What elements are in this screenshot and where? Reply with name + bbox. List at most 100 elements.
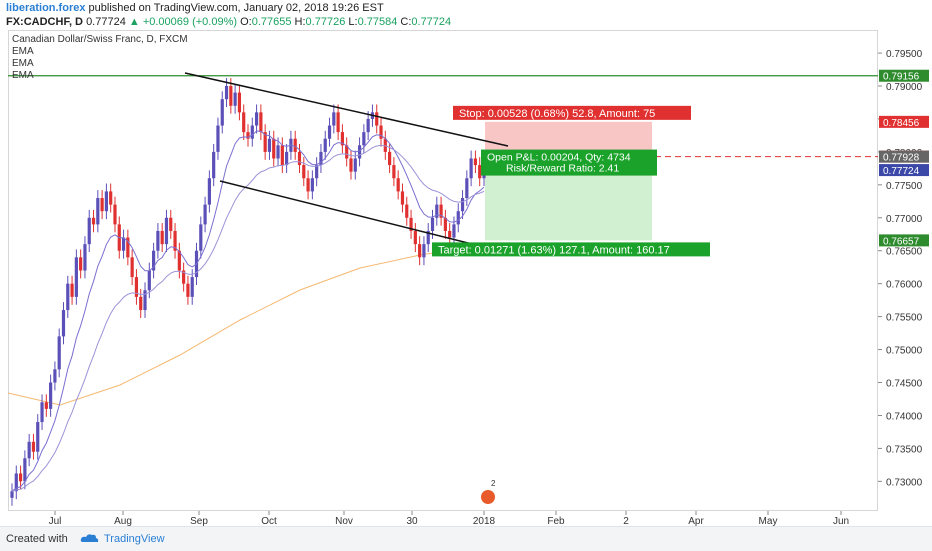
candle-body <box>49 382 53 409</box>
x-tick-label: Nov <box>335 516 353 526</box>
candle-body <box>327 125 332 139</box>
candle-body <box>134 277 139 297</box>
y-tick-label: 0.75500 <box>886 313 923 324</box>
price-label-box <box>879 115 929 128</box>
candle-body <box>139 296 143 311</box>
candle-body <box>426 230 430 245</box>
candle-body <box>469 158 473 179</box>
price-label-text: 0.79156 <box>883 72 920 83</box>
legend-title: Canadian Dollar/Swiss Franc, D, FXCM <box>12 34 188 45</box>
candle-body <box>388 151 392 166</box>
candle-body <box>121 237 126 251</box>
candle-body <box>400 191 405 205</box>
candle-body <box>443 217 447 231</box>
risk-reward-text: Risk/Reward Ratio: 2.41 <box>506 163 619 175</box>
y-tick-label: 0.76000 <box>886 280 923 291</box>
candle-body <box>66 283 70 311</box>
candle-body <box>375 112 379 126</box>
channel-upper-line <box>184 72 509 147</box>
price-label-box <box>879 234 929 247</box>
candle-body <box>297 151 302 166</box>
candle-body <box>302 165 306 179</box>
candle-body <box>100 198 104 212</box>
stop-label-box <box>453 105 691 120</box>
candle-body <box>169 217 173 231</box>
author-link[interactable]: liberation.forex <box>6 2 86 14</box>
candle-body <box>173 230 177 251</box>
symbol-label: FX:CADCHF, D <box>6 16 83 28</box>
candle-body <box>160 230 164 245</box>
candle-body <box>36 422 40 452</box>
candle-body <box>478 165 482 179</box>
candle-body <box>177 250 181 271</box>
price-chart[interactable]: 0.795000.790000.785000.780000.775000.770… <box>0 0 932 526</box>
logo-icon <box>481 490 495 504</box>
chart-area[interactable] <box>8 30 878 511</box>
ema-fast-line <box>11 130 485 492</box>
x-tick-label: Jun <box>833 516 849 526</box>
price-label-text: 0.77724 <box>883 166 920 177</box>
x-tick-label: 2 <box>623 516 629 526</box>
legend-ema-3: EMA <box>12 70 34 81</box>
candle-body <box>357 145 362 159</box>
candle-body <box>79 257 83 271</box>
close-value: 0.77724 <box>411 16 452 28</box>
candle-body <box>212 151 216 179</box>
candle-body <box>254 112 259 126</box>
candle-body <box>87 217 91 245</box>
y-tick-label: 0.77000 <box>886 214 923 225</box>
candle-body <box>336 112 340 133</box>
channel-lower-line <box>219 180 481 247</box>
pnl-label-box <box>481 149 657 176</box>
open-label: O: <box>240 16 252 28</box>
candle-body <box>345 145 349 159</box>
candle-body <box>310 178 314 192</box>
candle-body <box>70 283 74 297</box>
candle-body <box>465 178 469 199</box>
candle-body <box>199 224 203 251</box>
candle-body <box>293 138 297 152</box>
candle-body <box>190 277 194 297</box>
candle-body <box>113 204 117 225</box>
high-value: 0.77726 <box>305 16 346 28</box>
x-tick-label: Apr <box>688 516 704 526</box>
candle-body <box>315 165 319 179</box>
candle-body <box>207 178 211 205</box>
price-label-box <box>879 164 929 177</box>
low-value: 0.77584 <box>357 16 398 28</box>
candle-body <box>104 191 108 212</box>
candle-body <box>91 217 96 225</box>
candle-body <box>285 151 289 166</box>
candle-body <box>14 473 18 492</box>
candle-body <box>409 217 413 231</box>
x-tick-label: Feb <box>547 516 565 526</box>
x-tick-label: May <box>759 516 778 526</box>
candle-body <box>396 178 400 192</box>
price-label-text: 0.76657 <box>883 236 920 247</box>
candle-body <box>61 310 66 337</box>
candle-body <box>366 118 370 133</box>
candle-body <box>267 138 272 152</box>
x-tick-label: Aug <box>114 516 132 526</box>
candle-body <box>413 230 417 245</box>
candle-body <box>473 158 478 166</box>
open-value: 0.77655 <box>251 16 292 28</box>
y-tick-label: 0.74000 <box>886 411 923 422</box>
candle-body <box>349 158 353 172</box>
candle-body <box>276 145 280 159</box>
candle-body <box>224 86 229 100</box>
chart-header: liberation.forex published on TradingVie… <box>0 0 932 30</box>
candle-body <box>323 138 327 152</box>
candle-body <box>456 211 460 225</box>
legend-ema-1: EMA <box>12 46 34 57</box>
candle-body <box>430 217 435 231</box>
candle-body <box>23 458 27 482</box>
candle-body <box>182 270 186 284</box>
y-tick-label: 0.73000 <box>886 477 923 488</box>
candle-body <box>126 237 130 258</box>
candle-body <box>203 204 207 225</box>
candle-body <box>74 257 78 297</box>
tradingview-link[interactable]: TradingView <box>104 533 165 545</box>
created-with-text: Created with <box>6 533 68 545</box>
candle-body <box>272 138 276 159</box>
